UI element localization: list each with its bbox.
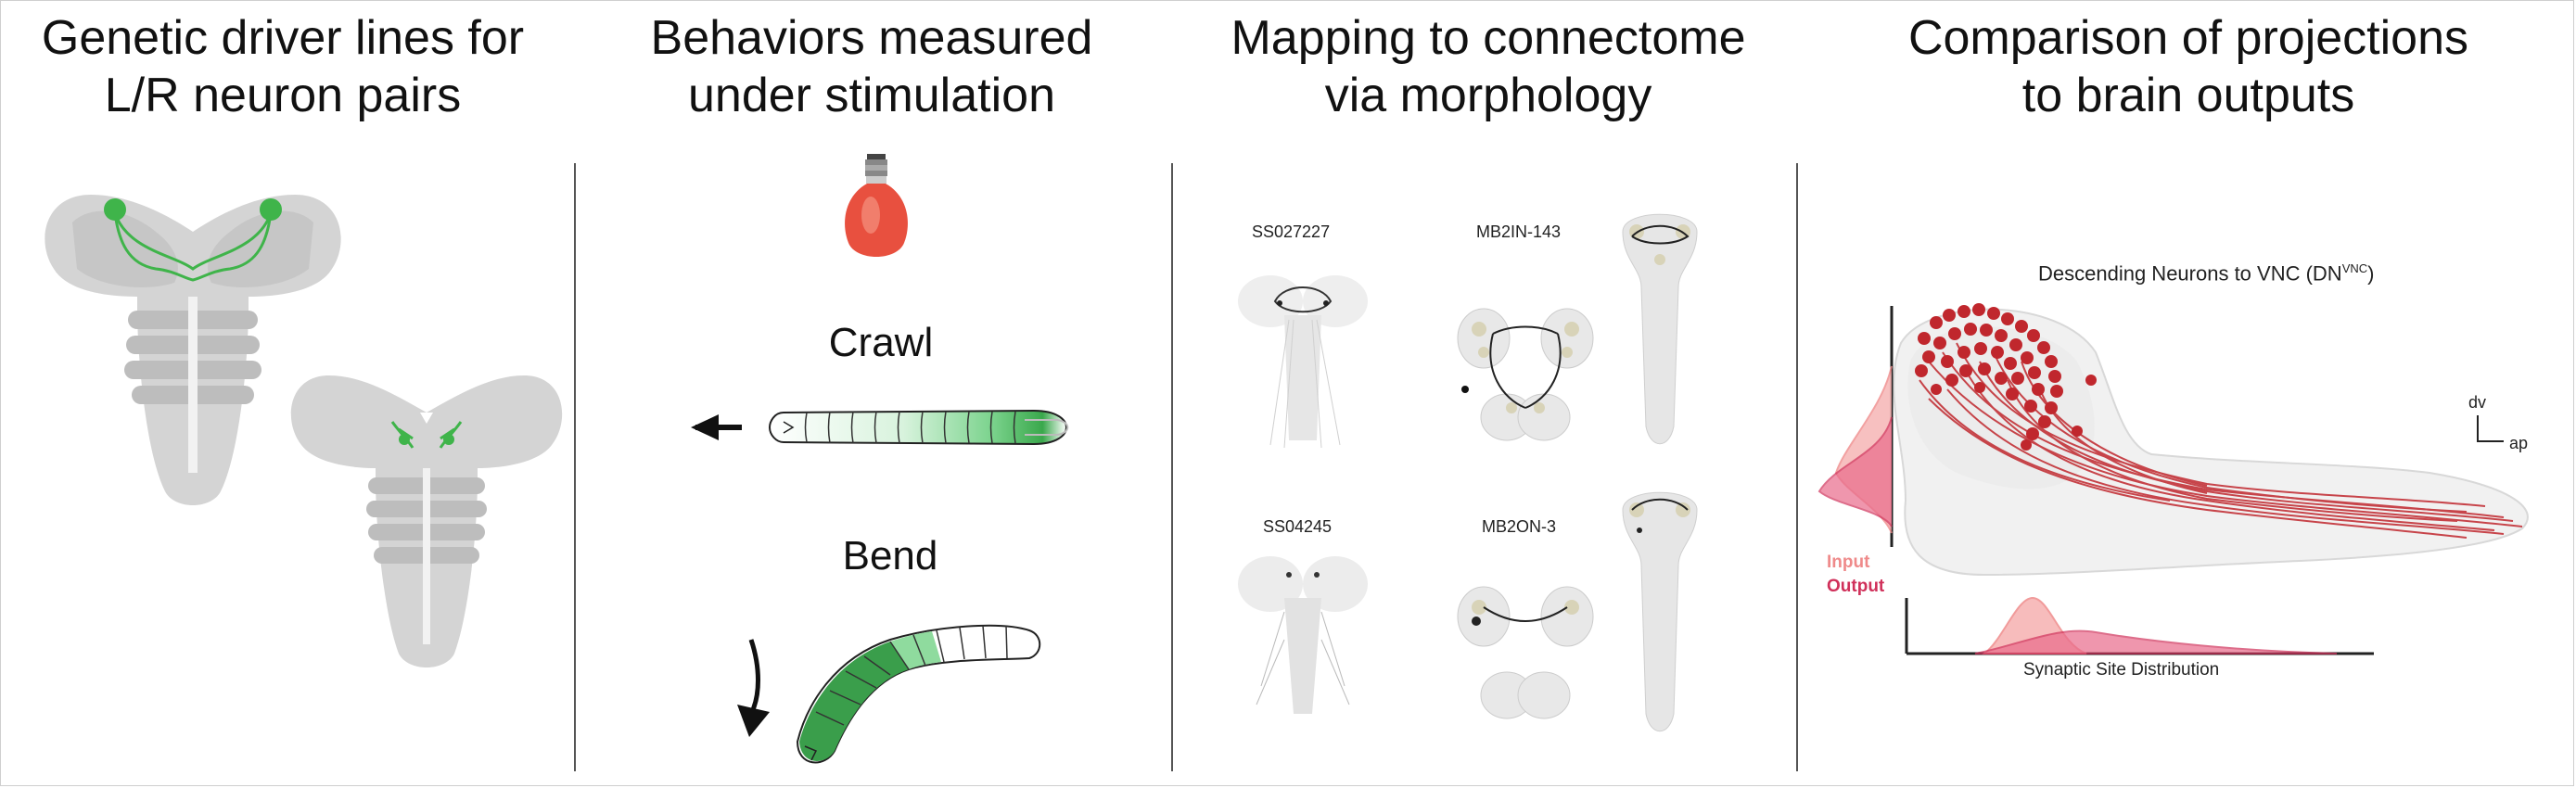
em-vnc-row-1 xyxy=(1622,213,1698,445)
panel-3-title-line-1: Mapping to connectome xyxy=(1231,11,1746,65)
panel-3-title-line-2: via morphology xyxy=(1324,69,1652,122)
neuron-label-row-1: MB2IN-143 xyxy=(1476,222,1562,241)
panel-2-title-line-1: Behaviors measured xyxy=(650,11,1093,65)
confocal-image-row-1 xyxy=(1238,275,1368,449)
axis-ap-label: ap xyxy=(2509,434,2529,452)
panel-1-title-line-1: Genetic driver lines for xyxy=(41,11,525,65)
panel-2-title: Behaviors measured under stimulation xyxy=(603,9,1141,124)
panel-4-title-line-1: Comparison of projections xyxy=(1907,11,2469,65)
crawl-label: Crawl xyxy=(828,320,934,365)
panel-4-title: Comparison of projections to brain outpu… xyxy=(1836,9,2541,124)
larval-cns-dorsal xyxy=(45,195,341,505)
x-axis-label: Synaptic Site Distribution xyxy=(2023,660,2220,680)
panel-2-title-line-2: under stimulation xyxy=(688,69,1055,122)
panel-1-title-line-2: L/R neuron pairs xyxy=(104,69,462,122)
bend-larva xyxy=(737,624,1041,764)
panel-3-title: Mapping to connectome via morphology xyxy=(1178,9,1799,124)
projection-plot-title-end: ) xyxy=(2367,261,2375,286)
light-bulb-icon xyxy=(845,154,908,257)
confocal-image-row-2 xyxy=(1238,556,1368,714)
divider-1 xyxy=(574,163,576,771)
panel-4-title-line-2: to brain outputs xyxy=(2021,69,2355,122)
em-vnc-row-2 xyxy=(1622,491,1698,732)
driver-label-row-2: SS04245 xyxy=(1263,517,1333,536)
projection-plot-title-sup: VNC xyxy=(2341,261,2368,275)
crawl-larva xyxy=(691,409,1069,446)
legend-input: Input xyxy=(1827,553,1870,572)
divider-3 xyxy=(1796,163,1798,771)
em-reconstruction-row-1 xyxy=(1457,308,1594,441)
legend-output: Output xyxy=(1827,577,1885,596)
bend-label: Bend xyxy=(842,533,938,578)
driver-label-row-1: SS027227 xyxy=(1252,222,1331,241)
larval-cns-ventral xyxy=(290,375,563,667)
projection-plot xyxy=(1817,303,2529,655)
axis-dv-label: dv xyxy=(2468,393,2487,412)
neuron-label-row-2: MB2ON-3 xyxy=(1482,517,1557,536)
projection-plot-title: Descending Neurons to VNC (DNVNC) xyxy=(2038,261,2374,286)
divider-2 xyxy=(1171,163,1173,771)
panel-1-title: Genetic driver lines for L/R neuron pair… xyxy=(0,9,566,124)
em-reconstruction-row-2 xyxy=(1457,586,1594,719)
projection-plot-title-text: Descending Neurons to VNC (DN xyxy=(2038,261,2342,286)
